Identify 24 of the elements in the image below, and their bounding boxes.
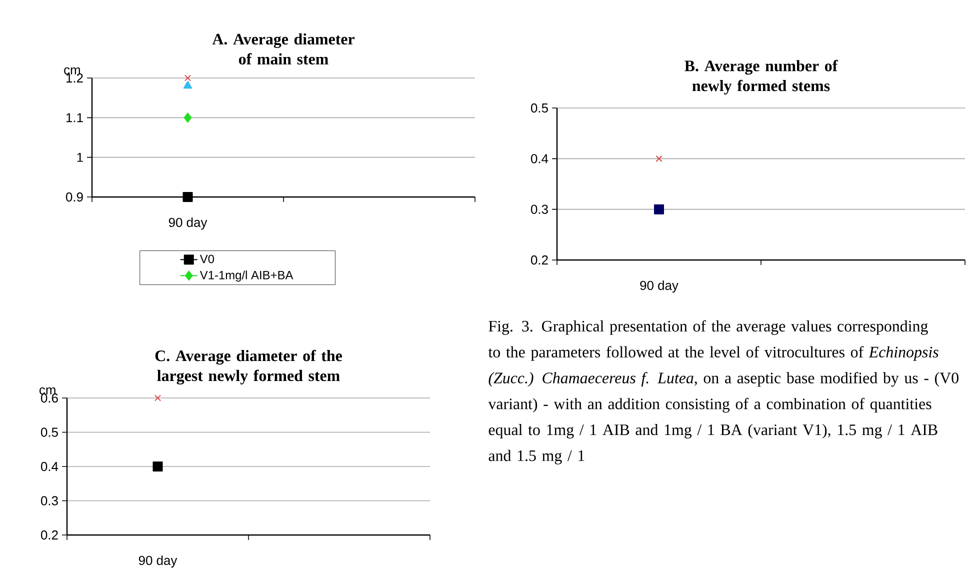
chart-title: A. Average diameter of main stem [212, 33, 354, 64]
y-tick-label: 1.2 [66, 73, 83, 83]
y-tick-label: 0.4 [40, 462, 58, 472]
y-tick-label: 1 [77, 152, 83, 162]
chart-title: B. Average number of newly formed stems [684, 60, 838, 94]
y-tick-label: 0.6 [40, 393, 58, 403]
text: Fig. 3. Graphical presentation of the average values corresponding to the parameters followed at the level of vitrocultures of Echinopsis (Zucc.) Chamaecereus f. Lutea, on a aseptic base modified by us - (V0 variant) - with an addition consisting of a combination of quantities equal to 1mg / 1 AIB and 1mg / 1 BA (variant V1), 1.5 mg / 1 AIB and 1.5 mg / 1 [488, 320, 958, 464]
y-tick-label: 0.5 [40, 428, 58, 437]
y-tick-label: 0.9 [66, 192, 83, 202]
y-tick-label: 0.3 [530, 204, 548, 214]
y-tick-label: 0.2 [40, 530, 58, 540]
y-tick-label: 0.5 [530, 103, 548, 113]
legend-label: V0 [200, 254, 214, 264]
y-axis-title: cm [40, 387, 56, 394]
y-tick-label: 0.2 [530, 255, 548, 265]
x-tick-label: 90 day [640, 280, 678, 293]
x-tick-label: 90 day [168, 218, 208, 230]
x-tick-label: 90 day [138, 556, 178, 568]
legend-label: V1-1mg/l AIB+BA [200, 270, 294, 282]
chart-title: C. Average diameter of the largest newly formed stem [155, 350, 342, 384]
y-tick-label: 0.3 [40, 496, 58, 506]
y-tick-label: 1.1 [66, 113, 83, 122]
y-tick-label: 0.4 [530, 154, 548, 164]
y-axis-title: cm [64, 67, 80, 74]
